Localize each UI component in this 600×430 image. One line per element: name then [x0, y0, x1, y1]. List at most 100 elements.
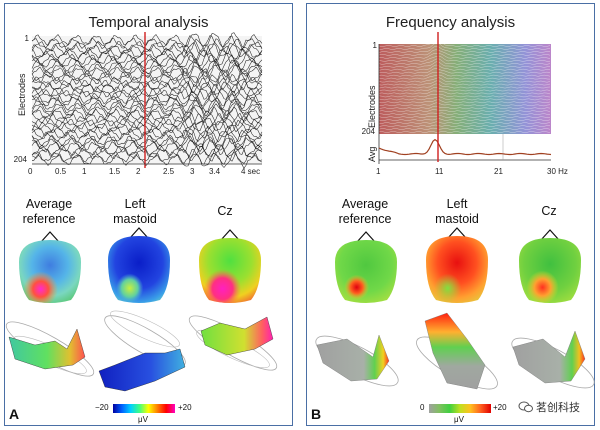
frequency-analysis-panel: Frequency analysis Electrodes 1 204 Avg … [306, 3, 595, 426]
map-label-average-reference: Average reference [338, 197, 392, 226]
electrode-trace [31, 35, 263, 52]
electrode-trace [31, 86, 263, 104]
electrode-spectrum-trace [378, 118, 551, 121]
x-tick-label: 4 sec [241, 167, 261, 176]
frequency-spectrum-plot [378, 32, 552, 164]
surface-plots-frequency [315, 312, 595, 390]
surface-plots-temporal [5, 310, 278, 392]
electrode-trace [31, 109, 263, 127]
electrode-spectrum-trace [378, 93, 551, 98]
electrode-spectrum-trace [378, 39, 551, 47]
x-tick-label: 0 [28, 167, 33, 176]
panel-a-title: Temporal analysis [88, 14, 209, 31]
electrode-spectrum-trace [378, 131, 551, 133]
x-tick-label: 2.5 [163, 167, 175, 176]
temporal-waveform-plot [31, 32, 263, 169]
x-tick-label: 21 [494, 167, 503, 176]
panel-a-ylabel: Electrodes [17, 73, 27, 116]
avg-label: Avg [367, 146, 377, 162]
electrode-spectrum-trace [379, 53, 551, 59]
electrode-trace [31, 44, 263, 61]
electrode-trace [31, 67, 263, 84]
panel-b-label: B [311, 406, 322, 422]
electrode-spectrum-trace [378, 99, 551, 104]
electrode-spectrum-trace [378, 102, 551, 107]
electrode-spectrum-trace [378, 55, 551, 62]
electrode-spectrum-trace [378, 74, 551, 80]
electrode-trace [31, 99, 263, 117]
electrode-trace [31, 105, 263, 124]
panel-b-ytick-bottom: 204 [361, 127, 375, 136]
colorbar-b-unit: μV [454, 415, 464, 424]
electrode-trace [31, 96, 263, 114]
electrode-spectrum-trace [378, 83, 551, 89]
electrode-spectrum-trace [378, 68, 551, 74]
electrode-spectrum-trace [379, 61, 551, 68]
electrode-spectrum-trace [378, 87, 551, 92]
x-tick-label: 0.5 [55, 167, 67, 176]
electrode-spectrum-trace [378, 124, 551, 127]
panel-b-title: Frequency analysis [385, 14, 516, 31]
electrode-spectrum-trace [378, 90, 551, 95]
electrode-trace [31, 57, 263, 74]
electrode-spectrum-trace [378, 45, 551, 53]
colorbar-b-max: +20 [493, 403, 507, 412]
electrode-trace [31, 51, 263, 67]
map-label-cz: Cz [217, 204, 233, 218]
electrode-trace [31, 119, 263, 136]
scalp-maps-frequency [335, 227, 581, 303]
scalp-maps-temporal [19, 227, 261, 303]
colorbar-a-unit: μV [138, 415, 148, 424]
electrode-spectrum-trace [378, 112, 551, 116]
electrode-trace [31, 83, 263, 100]
electrode-spectrum-trace [378, 49, 551, 56]
x-tick-label: 3 [190, 167, 195, 176]
colorbar-a [113, 404, 175, 413]
panel-a-label: A [9, 406, 20, 422]
x-tick-label: 1 [376, 167, 381, 176]
x-tick-label: 3.4 [209, 167, 221, 176]
electrode-trace [31, 139, 263, 155]
electrode-trace [31, 73, 263, 91]
x-tick-label: 1 [82, 167, 87, 176]
map-label-average-reference: Average reference [22, 197, 76, 226]
colorbar-b-min: 0 [420, 403, 425, 412]
electrode-trace [31, 122, 263, 140]
electrode-trace [31, 80, 263, 97]
spectrum-background [379, 44, 551, 134]
electrode-spectrum-trace [378, 58, 551, 65]
electrode-trace [31, 132, 263, 148]
map-label-cz: Cz [541, 204, 557, 218]
electrode-spectrum-trace [378, 80, 551, 86]
colorbar-a-min: −20 [95, 403, 109, 412]
x-tick-label: 1.5 [109, 167, 121, 176]
electrode-trace [31, 125, 263, 143]
panel-a-ytick-top: 1 [24, 34, 29, 43]
colorbar-b [429, 404, 491, 413]
electrode-spectrum-trace [378, 105, 551, 110]
electrode-trace [31, 48, 263, 64]
panel-b-ytick-top: 1 [372, 41, 377, 50]
electrode-trace [31, 145, 263, 162]
panel-b-ylabel: Electrodes [367, 85, 377, 128]
electrode-trace [31, 93, 263, 111]
electrode-spectrum-trace [378, 96, 551, 101]
electrode-trace [31, 135, 263, 152]
watermark: 茗创科技 [518, 399, 580, 415]
temporal-analysis-panel: Temporal analysis Electrodes 1 204 0 0.5 1… [4, 3, 293, 426]
map-label-left-mastoid: Left mastoid [435, 197, 479, 226]
electrode-trace [31, 70, 263, 87]
x-tick-label: 30 Hz [547, 167, 568, 176]
electrode-spectrum-trace [378, 121, 551, 124]
electrode-spectrum-trace [378, 64, 550, 71]
x-tick-label: 11 [435, 167, 444, 176]
map-label-left-mastoid: Left mastoid [113, 197, 157, 226]
colorbar-a-max: +20 [178, 403, 192, 412]
wechat-icon [518, 401, 533, 413]
electrode-spectrum-trace [378, 115, 551, 119]
average-spectrum-line [378, 138, 552, 156]
electrode-trace [31, 142, 263, 158]
watermark-text: 茗创科技 [536, 402, 580, 414]
electrode-trace [31, 129, 263, 145]
electrode-spectrum-trace [378, 109, 551, 113]
